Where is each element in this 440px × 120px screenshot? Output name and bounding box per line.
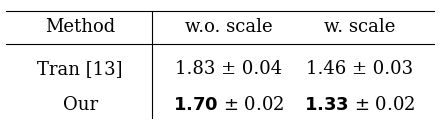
- Text: Our: Our: [62, 96, 98, 114]
- Text: $\mathbf{1.33}$ $\pm$ 0.02: $\mathbf{1.33}$ $\pm$ 0.02: [304, 96, 415, 114]
- Text: w. scale: w. scale: [324, 18, 396, 36]
- Text: Tran [13]: Tran [13]: [37, 60, 123, 78]
- Text: 1.83 ± 0.04: 1.83 ± 0.04: [175, 60, 282, 78]
- Text: Method: Method: [45, 18, 115, 36]
- Text: 1.46 ± 0.03: 1.46 ± 0.03: [306, 60, 414, 78]
- Text: $\mathbf{1.70}$ $\pm$ 0.02: $\mathbf{1.70}$ $\pm$ 0.02: [173, 96, 284, 114]
- Text: w.o. scale: w.o. scale: [185, 18, 272, 36]
